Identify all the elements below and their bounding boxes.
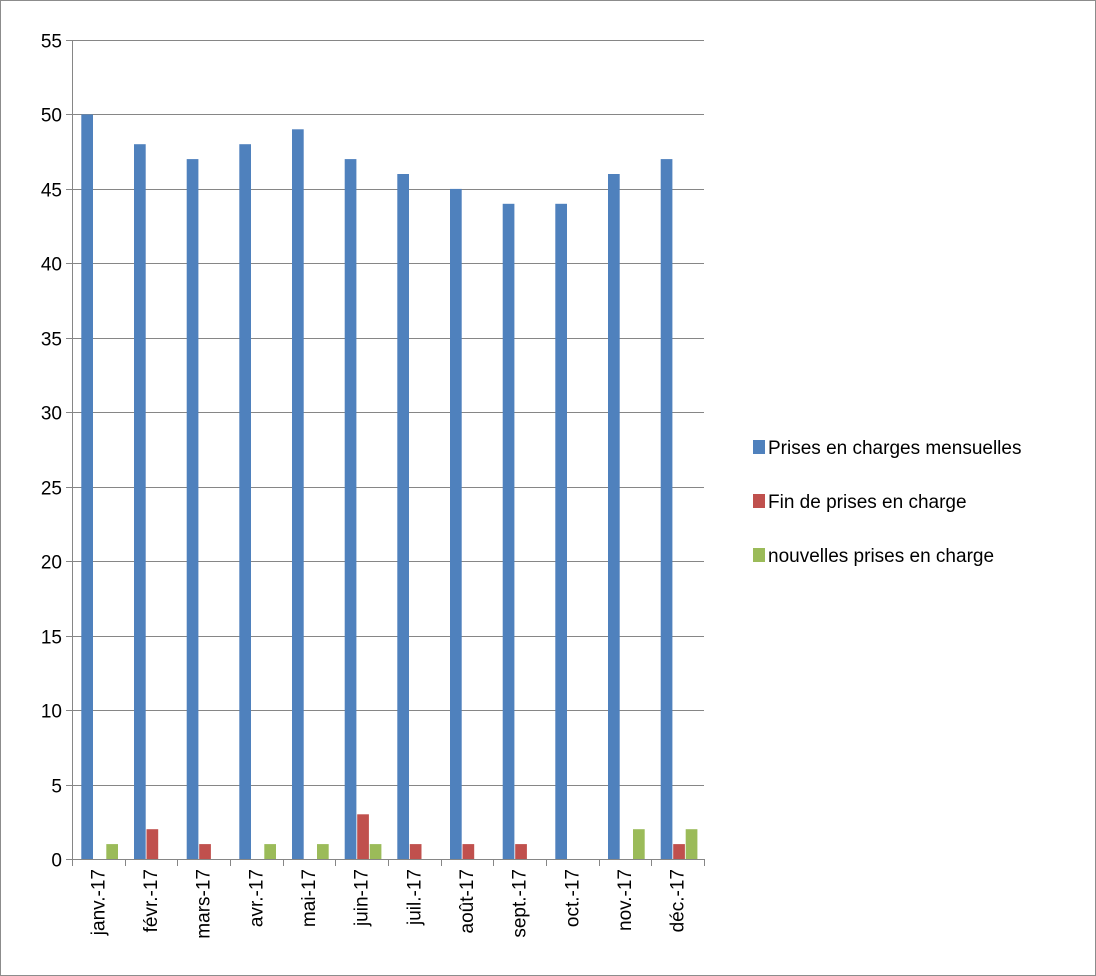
x-tick-label-dec-17: déc.-17 [668,869,689,932]
x-tick-label-nov-17: nov.-17 [615,869,636,931]
bar-prises-en-charges-mensuelles-nov-17 [608,174,620,859]
bar-nouvelles-prises-en-charge-avr-17 [264,844,276,859]
bars [81,114,698,860]
y-tick-label: 55 [41,32,62,53]
y-tick-label: 5 [51,777,62,798]
y-tick-label: 50 [41,106,62,127]
bar-fin-de-prises-en-charge-dec-17 [673,844,685,859]
bar-prises-en-charges-mensuelles-aout-17 [450,188,462,859]
bar-nouvelles-prises-en-charge-mai-17 [317,844,329,859]
legend-label-nouvelles-prises-en-charge: nouvelles prises en charge [768,546,994,567]
x-tick-label-sept-17: sept.-17 [510,869,531,938]
bar-nouvelles-prises-en-charge-janv-17 [106,844,118,859]
y-tick-label: 35 [41,330,62,351]
bar-fin-de-prises-en-charge-mars-17 [199,844,211,859]
bar-prises-en-charges-mensuelles-avr-17 [239,144,251,859]
y-tick-label: 0 [51,851,62,872]
bar-fin-de-prises-en-charge-fevr-17 [146,829,159,859]
x-tick-label-aout-17: août-17 [457,869,478,933]
bar-prises-en-charges-mensuelles-dec-17 [660,159,673,860]
y-tick-label: 30 [41,404,62,425]
legend-swatch-nouvelles-prises-en-charge [753,548,765,562]
bar-prises-en-charges-mensuelles-janv-17 [81,114,93,859]
y-tick-label: 40 [41,255,62,276]
x-tick-label-oct-17: oct.-17 [562,869,583,927]
y-tick-label: 10 [41,702,62,723]
legend-label-prises-en-charges-mensuelles: Prises en charges mensuelles [768,438,1021,459]
x-tick-label-avr-17: avr.-17 [246,869,267,927]
y-tick-label: 15 [41,628,62,649]
y-tick-label: 20 [41,553,62,574]
y-tick-label: 25 [41,479,62,500]
bar-prises-en-charges-mensuelles-oct-17 [555,203,567,860]
y-tick-label: 45 [41,181,62,202]
bar-prises-en-charges-mensuelles-mai-17 [292,129,304,860]
x-tick-labels: janv.-17 févr.-17 mars-17 avr.-17 mai-17 juin… [88,869,688,939]
bar-prises-en-charges-mensuelles-fevr-17 [134,144,146,859]
x-tick-label-janv-17: janv.-17 [88,869,109,936]
gridlines [72,40,704,786]
bar-prises-en-charges-mensuelles-juil-17 [397,174,409,859]
legend: Prises en charges mensuelles Fin de prise… [753,438,1021,567]
bar-prises-en-charges-mensuelles-mars-17 [186,159,199,860]
x-tick-label-mai-17: mai-17 [299,869,320,927]
axes [66,40,705,866]
bar-fin-de-prises-en-charge-juin-17 [357,814,369,859]
bar-prises-en-charges-mensuelles-juin-17 [344,159,357,860]
legend-label-fin-de-prises-en-charge: Fin de prises en charge [768,492,967,513]
x-tick-label-mars-17: mars-17 [194,869,215,939]
bar-fin-de-prises-en-charge-juil-17 [409,844,422,859]
legend-swatch-fin-de-prises-en-charge [753,494,765,508]
x-tick-label-juil-17: juil.-17 [404,869,425,926]
y-tick-labels: 0 5 10 15 20 25 30 35 40 45 50 55 [41,32,62,872]
bar-nouvelles-prises-en-charge-nov-17 [633,829,645,859]
x-tick-label-fevr-17: févr.-17 [141,869,162,932]
bar-fin-de-prises-en-charge-sept-17 [515,844,527,859]
bar-nouvelles-prises-en-charge-juin-17 [369,844,382,859]
x-tick-label-juin-17: juin-17 [352,869,373,927]
bar-fin-de-prises-en-charge-aout-17 [462,844,475,859]
bar-prises-en-charges-mensuelles-sept-17 [502,203,515,860]
legend-swatch-prises-en-charges-mensuelles [753,440,765,454]
bar-nouvelles-prises-en-charge-dec-17 [685,829,698,859]
